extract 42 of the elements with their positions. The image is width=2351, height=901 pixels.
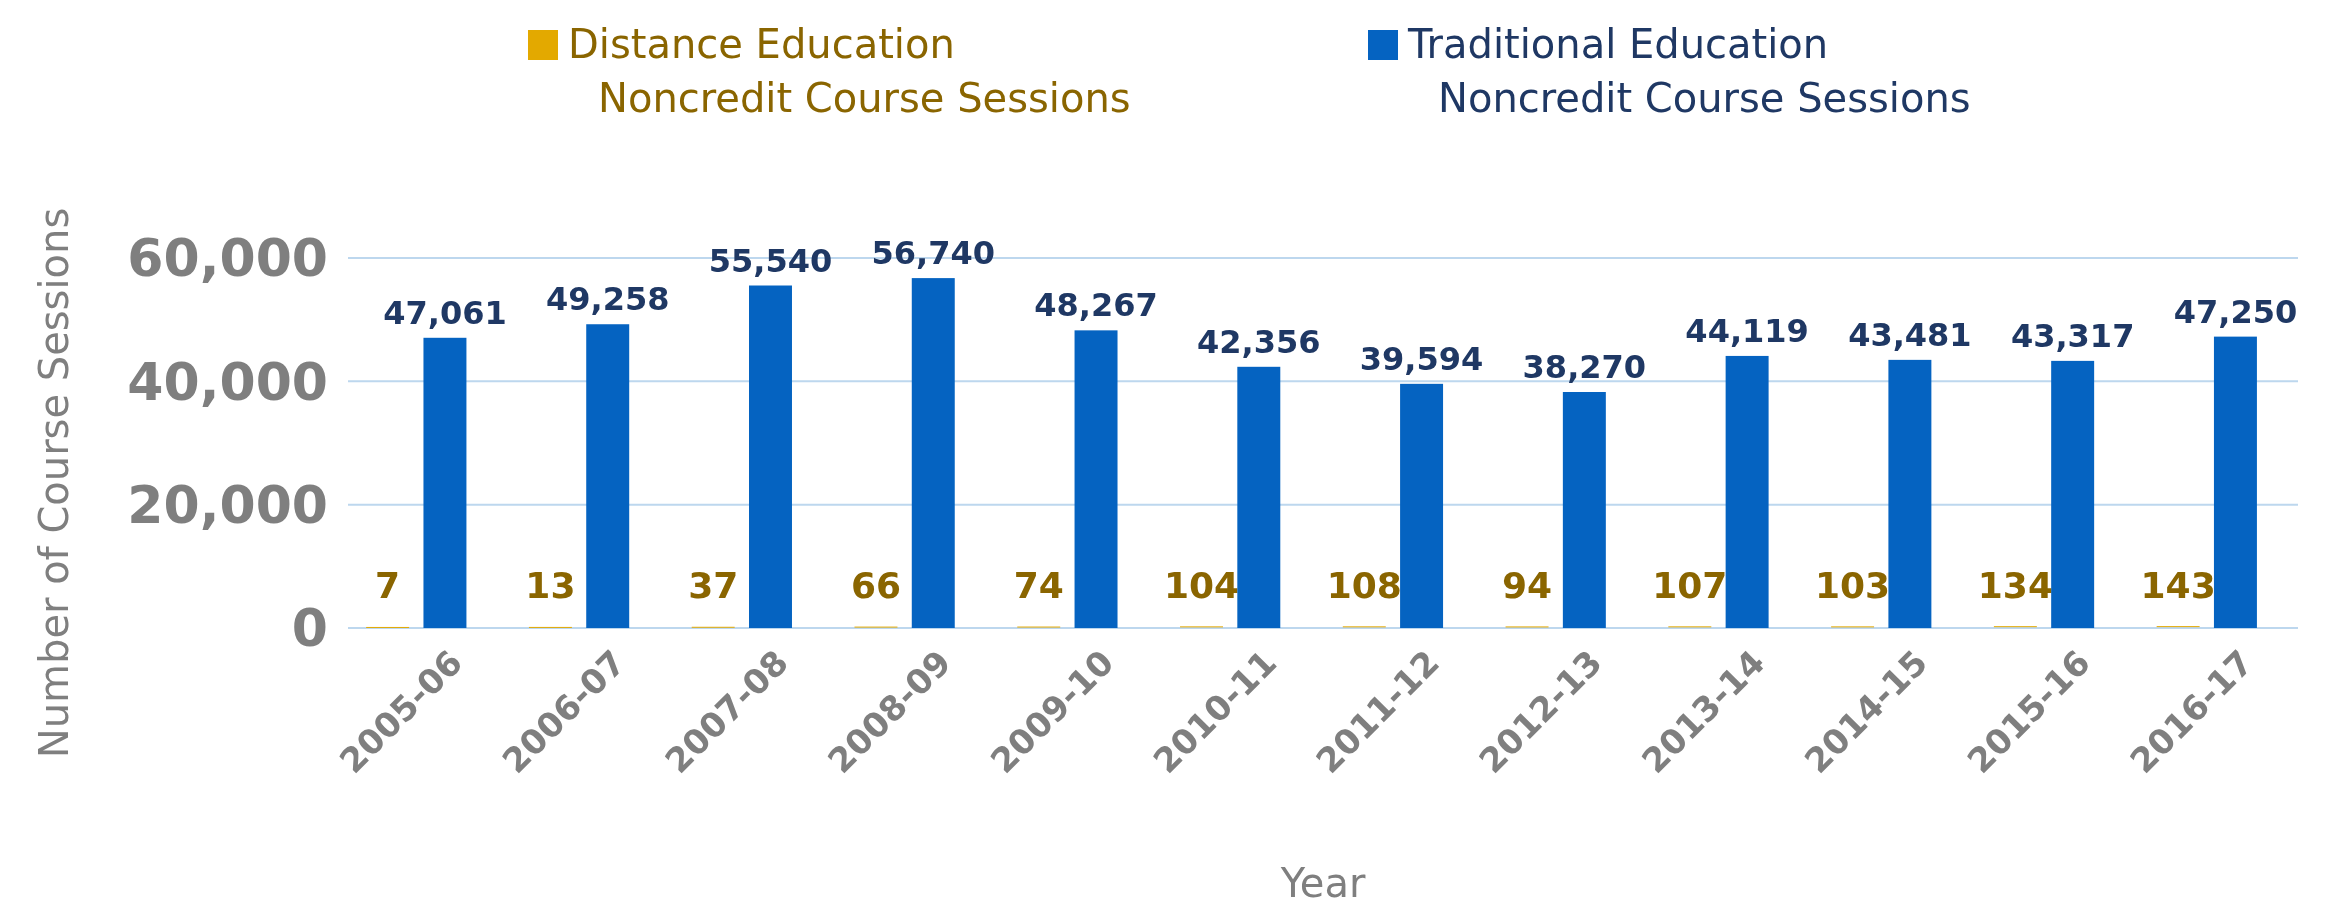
data-label: 38,270: [1522, 348, 1647, 386]
data-label: 55,540: [708, 241, 833, 280]
data-label: 49,258: [545, 280, 670, 319]
data-label: 94: [1502, 565, 1553, 606]
bar: [749, 285, 792, 628]
data-label: 47,061: [383, 293, 507, 332]
y-tick-label: 60,000: [127, 228, 328, 289]
bar: [2213, 336, 2257, 628]
bar: [1562, 392, 1606, 628]
data-label: 66: [850, 565, 902, 606]
data-label: 43,481: [1848, 315, 1972, 354]
data-label: 13: [525, 565, 576, 606]
data-label: 74: [1013, 565, 1064, 606]
bar: [1400, 383, 1444, 628]
data-label: 39,594: [1359, 339, 1484, 378]
data-label: 143: [2140, 565, 2216, 606]
legend-label: Distance Education Noncredit Course Sessions: [568, 21, 1131, 121]
data-label: 44,119: [1685, 311, 1809, 350]
bar: [1725, 355, 1769, 628]
data-label: 47,250: [2173, 292, 2298, 331]
data-label: 107: [1652, 565, 1728, 606]
bar: [1074, 330, 1118, 628]
y-tick-label: 40,000: [127, 351, 328, 412]
bar: [911, 278, 955, 628]
data-label: 42,356: [1197, 322, 1321, 361]
bar: [423, 337, 467, 628]
x-axis-title: Year: [1279, 860, 1366, 901]
bar: [2051, 360, 2095, 628]
data-label: 108: [1326, 565, 1402, 606]
data-label: 56,740: [871, 234, 995, 273]
data-label: 48,267: [1034, 286, 1158, 325]
data-label: 43,317: [2010, 316, 2135, 355]
y-tick-label: 0: [291, 598, 328, 659]
legend-label: Traditional Education Noncredit Course Sessions: [1407, 21, 1971, 121]
bar: [1888, 359, 1932, 628]
y-axis-title: Number of Course Sessions: [31, 207, 77, 759]
data-label: 37: [688, 565, 739, 606]
data-label: 103: [1815, 565, 1891, 606]
bar: [1237, 366, 1281, 628]
bar: [586, 324, 630, 628]
data-label: 7: [375, 565, 401, 606]
y-tick-label: 20,000: [127, 474, 328, 535]
